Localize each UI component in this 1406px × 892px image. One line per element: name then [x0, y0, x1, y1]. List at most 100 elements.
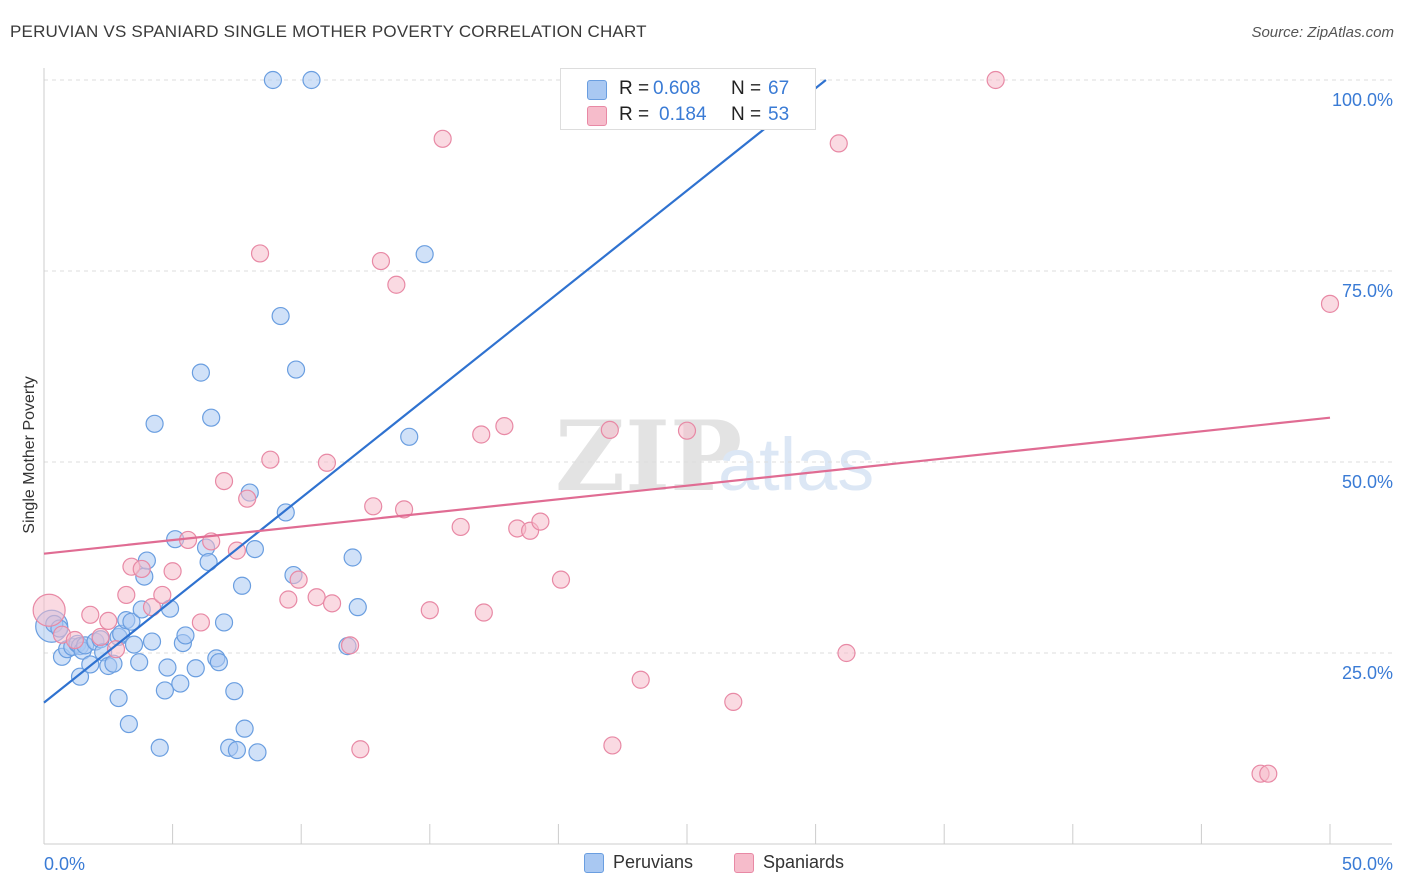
- spaniard-trend-line: [43, 416, 1331, 555]
- peruvian-point: [276, 503, 295, 522]
- peruvians-swatch: [587, 80, 607, 100]
- peruvian-point: [245, 539, 265, 559]
- peruvian-point: [202, 408, 221, 427]
- spaniard-point: [250, 244, 270, 263]
- spaniard-point: [81, 605, 100, 624]
- spaniard-point: [163, 562, 182, 581]
- spaniard-point: [495, 416, 514, 436]
- peruvian-point: [109, 688, 128, 708]
- legend-label-peruvians: Peruvians: [613, 852, 694, 872]
- peruvian-point: [158, 658, 177, 677]
- peruvian-point: [348, 598, 367, 617]
- r-label: R =: [619, 104, 650, 125]
- spaniard-point: [551, 570, 571, 589]
- r-value-spaniards: 0.184: [659, 104, 707, 125]
- peruvian-point: [176, 626, 195, 645]
- spaniard-point: [191, 613, 210, 632]
- peruvian-point: [400, 427, 419, 446]
- spaniard-point: [837, 643, 856, 663]
- peruvian-point: [263, 70, 283, 90]
- peruvian-point: [186, 659, 205, 678]
- stats-row-spaniards: R = 0.184 N = 53: [561, 101, 817, 129]
- watermark-atlas: atlas: [718, 423, 874, 506]
- n-label: N =: [731, 78, 762, 99]
- peruvian-point: [191, 363, 210, 382]
- peruvian-trend-line: [43, 79, 827, 704]
- peruvian-point: [124, 635, 144, 654]
- spaniard-point: [32, 593, 66, 627]
- spaniard-point: [531, 512, 550, 531]
- peruvian-point: [225, 682, 244, 701]
- spaniard-point: [91, 627, 110, 647]
- spaniard-point: [279, 590, 298, 609]
- peruvian-point: [302, 70, 321, 90]
- y-tick-label: 100.0%: [1332, 90, 1393, 110]
- legend-item-peruvians[interactable]: Peruvians: [584, 852, 693, 873]
- spaniard-point: [1259, 764, 1278, 783]
- peruvian-point: [209, 653, 228, 672]
- bottom-legend: Peruvians Spaniards: [0, 852, 1406, 876]
- spaniard-point: [214, 472, 234, 491]
- spaniard-point: [394, 500, 414, 519]
- spaniard-point: [433, 129, 452, 148]
- peruvians-legend-swatch: [584, 852, 604, 873]
- spaniard-point: [117, 585, 136, 605]
- spaniard-point: [106, 640, 126, 659]
- spaniard-point: [631, 670, 650, 689]
- stats-row-peruvians: R = 0.608 N = 67: [561, 75, 817, 103]
- peruvian-point: [142, 632, 162, 651]
- peruvian-point: [271, 306, 290, 326]
- legend-label-spaniards: Spaniards: [763, 852, 845, 872]
- spaniard-point: [340, 636, 360, 655]
- peruvian-point: [122, 612, 141, 631]
- peruvian-point: [235, 719, 254, 738]
- peruvian-point: [130, 653, 149, 672]
- spaniard-point: [364, 497, 383, 516]
- spaniard-point: [603, 736, 622, 755]
- y-tick-label: 50.0%: [1342, 472, 1393, 492]
- spaniards-legend-swatch: [734, 852, 754, 873]
- legend-item-spaniards[interactable]: Spaniards: [734, 852, 844, 873]
- peruvian-point: [150, 738, 169, 757]
- peruvian-point: [70, 667, 90, 686]
- spaniard-point: [1320, 294, 1340, 313]
- peruvian-point: [248, 743, 267, 762]
- spaniards-swatch: [587, 106, 607, 126]
- stats-legend: R = 0.608 N = 67 R = 0.184 N = 53: [560, 68, 816, 130]
- n-value-spaniards: 53: [768, 104, 790, 125]
- source-credit: Source: ZipAtlas.com: [1251, 24, 1394, 41]
- spaniard-point: [724, 692, 743, 711]
- spaniard-point: [451, 517, 470, 537]
- spaniard-point: [420, 601, 439, 620]
- spaniard-point: [153, 585, 172, 605]
- x-tick-label: 0.0%: [44, 854, 85, 874]
- spaniard-point: [322, 594, 342, 613]
- peruvian-point: [227, 740, 246, 760]
- peruvian-point: [343, 548, 362, 567]
- spaniard-point: [472, 425, 491, 444]
- spaniard-point: [65, 630, 84, 650]
- peruvian-point: [286, 360, 306, 379]
- y-tick-label: 75.0%: [1342, 281, 1393, 301]
- spaniard-point: [829, 134, 848, 153]
- spaniard-point: [261, 450, 280, 469]
- spaniard-point: [986, 70, 1005, 90]
- r-label: R =: [619, 78, 650, 99]
- y-tick-label: 25.0%: [1342, 663, 1393, 683]
- spaniard-point: [351, 740, 370, 759]
- peruvian-point: [232, 576, 252, 595]
- spaniard-point: [289, 570, 308, 589]
- spaniard-point: [677, 421, 697, 440]
- peruvian-point: [145, 414, 164, 433]
- spaniard-point: [317, 453, 337, 472]
- spaniard-point: [132, 559, 151, 579]
- spaniard-point: [238, 489, 257, 508]
- spaniard-point: [99, 611, 118, 631]
- watermark-zip: ZIP: [555, 400, 742, 513]
- n-value-peruvians: 67: [768, 78, 790, 99]
- spaniard-point: [371, 251, 391, 271]
- peruvian-point: [155, 681, 174, 700]
- peruvian-point: [415, 245, 434, 264]
- spaniard-point: [307, 588, 326, 607]
